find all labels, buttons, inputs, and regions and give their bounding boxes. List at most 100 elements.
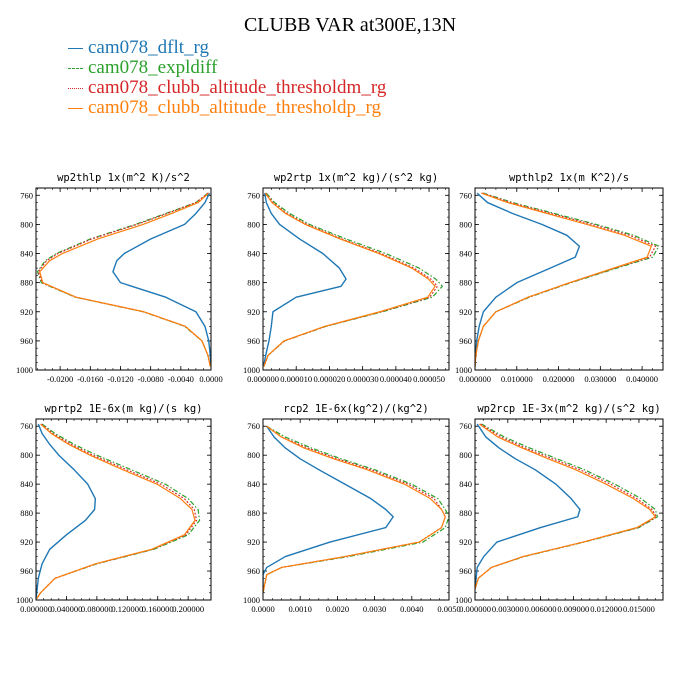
- y-tick-label: 960: [247, 336, 260, 346]
- panel-frame: [474, 418, 664, 601]
- panel-frame: [262, 187, 450, 371]
- x-tick-label: 0.0020: [326, 604, 349, 614]
- y-tick-label: 800: [459, 219, 472, 229]
- panel-3: wpthlp2 1x(m K^2)/s 760 800 840 880 920 960 100…: [455, 172, 664, 384]
- y-tick-label: 800: [20, 450, 33, 460]
- legend-swatch: [68, 87, 83, 89]
- panel-5: rcp2 1E-6x(kg^2)/(kg^2) 760 800 840 880 920 96…: [243, 403, 461, 614]
- x-tick-label: 0.0050: [437, 604, 460, 614]
- x-tick-label: 0.000000: [247, 374, 279, 384]
- panel-title: wprtp2 1E-6x(m kg)/(s kg): [44, 403, 202, 415]
- panel-title: wp2thlp 1x(m^2 K)/s^2: [57, 172, 190, 184]
- series-line-cam078_clubb_altitude_thresholdm_rg: [37, 192, 211, 367]
- panel-title: rcp2 1E-6x(kg^2)/(kg^2): [283, 403, 428, 415]
- y-tick-label: 960: [459, 566, 472, 576]
- panel-frame: [262, 418, 450, 601]
- y-tick-label: 920: [459, 537, 472, 547]
- x-tick-label: 0.015000: [623, 604, 655, 614]
- y-tick-label: 840: [247, 479, 260, 489]
- legend-item: cam078_clubb_altitude_thresholdp_rg: [68, 98, 386, 118]
- panel-title: wp2rcp 1E-3x(m^2 kg)/(s^2 kg): [477, 403, 660, 415]
- y-tick-label: 760: [247, 190, 260, 200]
- y-tick-label: 760: [247, 421, 260, 431]
- series-group: [263, 425, 449, 593]
- series-line-cam078_clubb_altitude_thresholdp_rg: [475, 192, 652, 367]
- x-tick-label: 0.0000: [251, 604, 274, 614]
- y-tick-label: 800: [247, 450, 260, 460]
- x-tick-label: 0.020000: [543, 374, 575, 384]
- x-tick-label: 0.000020: [313, 374, 345, 384]
- y-tick-label: 920: [20, 537, 33, 547]
- x-tick-label: 0.040000: [50, 604, 82, 614]
- series-group: [475, 192, 660, 367]
- x-tick-label: -0.0040: [168, 374, 194, 384]
- y-tick-label: 880: [20, 508, 33, 518]
- y-tick-label: 920: [247, 307, 260, 317]
- panel-2: wp2rtp 1x(m^2 kg)/(s^2 kg) 760 800 840 880 92…: [243, 172, 450, 384]
- legend-item: cam078_dflt_rg: [68, 38, 386, 58]
- x-tick-label: 0.000050: [413, 374, 445, 384]
- series-group: [263, 192, 443, 367]
- y-tick-label: 920: [459, 307, 472, 317]
- x-tick-label: 0.010000: [501, 374, 533, 384]
- figure-title: CLUBB VAR at300E,13N: [243, 14, 457, 36]
- x-tick-label: 0.000010: [280, 374, 312, 384]
- legend-swatch: [68, 107, 83, 109]
- series-line-cam078_clubb_altitude_thresholdm_rg: [475, 423, 658, 590]
- x-tick-label: -0.0200: [47, 374, 73, 384]
- x-tick-label: 0.160000: [142, 604, 174, 614]
- panel-title: wpthlp2 1x(m K^2)/s: [509, 172, 629, 184]
- y-tick-label: 1000: [16, 595, 33, 605]
- y-tick-label: 760: [459, 421, 472, 431]
- y-tick-label: 840: [20, 249, 33, 259]
- series-group: [36, 192, 211, 367]
- panel-title: wp2rtp 1x(m^2 kg)/(s^2 kg): [274, 172, 438, 184]
- legend-label: cam078_clubb_altitude_thresholdm_rg: [88, 77, 387, 98]
- x-tick-label: 0.000030: [347, 374, 379, 384]
- x-tick-label: 0.0030: [363, 604, 386, 614]
- y-tick-label: 960: [20, 336, 33, 346]
- x-tick-label: -0.0120: [107, 374, 133, 384]
- y-tick-label: 1000: [243, 595, 260, 605]
- legend-item: cam078_clubb_altitude_thresholdm_rg: [68, 78, 386, 98]
- panel-4: wprtp2 1E-6x(m kg)/(s kg) 760 800 840 880 920…: [16, 403, 212, 614]
- y-tick-label: 920: [20, 307, 33, 317]
- series-line-cam078_clubb_altitude_thresholdm_rg: [263, 192, 438, 367]
- x-tick-label: -0.0160: [77, 374, 103, 384]
- x-tick-label: 0.0010: [289, 604, 312, 614]
- y-tick-label: 800: [459, 450, 472, 460]
- series-group: [475, 423, 659, 590]
- x-tick-label: -0.0080: [138, 374, 164, 384]
- x-tick-label: 0.120000: [111, 604, 143, 614]
- series-line-cam078_clubb_altitude_thresholdp_rg: [36, 423, 196, 599]
- series-line-cam078_clubb_altitude_thresholdm_rg: [36, 423, 198, 599]
- x-tick-label: 0.006000: [525, 604, 557, 614]
- series-line-cam078_dflt_rg: [263, 192, 347, 367]
- x-tick-label: 0.000040: [380, 374, 412, 384]
- series-line-cam078_clubb_altitude_thresholdp_rg: [475, 423, 656, 590]
- y-tick-label: 840: [20, 479, 33, 489]
- series-line-cam078_clubb_altitude_thresholdp_rg: [263, 425, 446, 593]
- legend-label: cam078_dflt_rg: [88, 37, 210, 58]
- x-tick-label: 0.080000: [81, 604, 113, 614]
- panel-frame: [474, 187, 664, 371]
- y-tick-label: 880: [247, 508, 260, 518]
- series-line-cam078_expldiff: [475, 423, 659, 590]
- y-tick-label: 840: [459, 479, 472, 489]
- x-tick-label: 0.009000: [557, 604, 589, 614]
- series-line-cam078_clubb_altitude_thresholdp_rg: [263, 192, 436, 367]
- series-line-cam078_expldiff: [263, 192, 443, 367]
- series-line-cam078_expldiff: [36, 423, 201, 599]
- series-line-cam078_dflt_rg: [475, 192, 581, 367]
- x-tick-label: 0.000000: [20, 604, 52, 614]
- panel-frame: [35, 187, 212, 371]
- y-tick-label: 1000: [243, 365, 260, 375]
- x-tick-label: 0.012000: [590, 604, 622, 614]
- series-line-cam078_dflt_rg: [263, 425, 394, 593]
- y-tick-label: 880: [20, 278, 33, 288]
- panel-frame: [35, 418, 212, 601]
- y-tick-label: 760: [20, 190, 33, 200]
- series-line-cam078_dflt_rg: [475, 423, 581, 590]
- y-tick-label: 1000: [455, 595, 472, 605]
